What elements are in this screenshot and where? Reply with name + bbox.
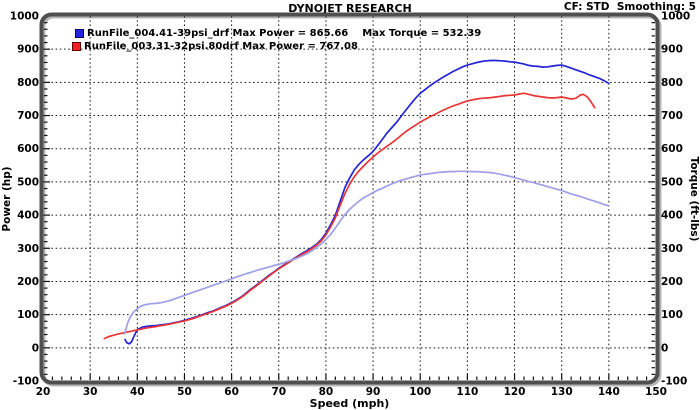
power-tick-label: -100 (13, 376, 39, 388)
x-tick-label: 40 (130, 386, 145, 398)
torque-tick-label: 900 (661, 44, 683, 56)
frame-shadow (41, 14, 662, 387)
torque-axis-label: Torque (ft-lbs) (688, 157, 700, 242)
legend-label-run1-max-torque: Max Torque = 532.39 (362, 27, 482, 39)
torque-tick-label: 400 (661, 210, 683, 222)
power-tick-label: 900 (17, 44, 39, 56)
axis-titles: Power (hp) Torque (ft-lbs) Speed (mph) (1, 157, 700, 410)
speed-axis-label: Speed (mph) (310, 397, 390, 410)
power-tick-label: 400 (17, 210, 39, 222)
torque-tick-label: 300 (661, 243, 683, 255)
curve-power-run2 (103, 92, 596, 340)
x-tick-label: 20 (36, 386, 51, 398)
torque-tick-label: 1000 (661, 11, 690, 23)
x-tick-label: 100 (409, 386, 431, 398)
torque-tick-label: 800 (661, 77, 683, 89)
legend-row-run2[interactable]: RunFile_003.31-32psi.80drf Max Power = 7… (72, 40, 358, 52)
torque-tick-label: 0 (661, 342, 668, 354)
curve-torque-run3 (123, 170, 610, 335)
power-tick-label: 100 (17, 309, 39, 321)
plot-frame (39, 12, 660, 385)
x-tick-label: 60 (224, 386, 239, 398)
legend-row-run1[interactable]: RunFile_004.41-39psi_drf Max Power = 865… (75, 27, 481, 39)
legend-label-run1-max-power: RunFile_004.41-39psi_drf Max Power = 865… (87, 27, 349, 39)
x-tick-label: 120 (504, 386, 526, 398)
power-tick-label: 500 (17, 176, 39, 188)
power-tick-label: 700 (17, 110, 39, 122)
x-tick-label: 130 (551, 386, 573, 398)
axis-tick-labels: 20 30 40 50 60 70 80 90 100 110 120 130 140 150-100 -1… (10, 11, 690, 399)
x-tick-label: 70 (271, 386, 286, 398)
x-tick-label: 140 (598, 386, 620, 398)
chart-title: DYNOJET RESEARCH (288, 2, 412, 15)
x-tick-label: 150 (645, 386, 667, 398)
power-tick-label: 1000 (10, 11, 39, 23)
power-tick-label: 300 (17, 243, 39, 255)
correction-smoothing-readout: CF: STD Smoothing: 5 (563, 1, 696, 13)
x-tick-label: 110 (456, 386, 478, 398)
x-tick-label: 50 (177, 386, 192, 398)
power-tick-label: 200 (17, 276, 39, 288)
torque-tick-label: 200 (661, 276, 683, 288)
legend-label-run2-max-power: RunFile_003.31-32psi.80drf Max Power = 7… (84, 40, 358, 52)
torque-tick-label: 500 (661, 176, 683, 188)
curve-power-run1 (124, 59, 610, 345)
grid-layer (43, 16, 656, 381)
power-axis-label: Power (hp) (1, 166, 13, 231)
x-tick-label: 90 (366, 386, 381, 398)
torque-tick-label: 700 (661, 110, 683, 122)
power-tick-label: 800 (17, 77, 39, 89)
legend-swatch-run1-icon (75, 28, 84, 38)
power-tick-label: 0 (32, 342, 39, 354)
x-tick-label: 80 (319, 386, 334, 398)
torque-tick-label: 600 (661, 143, 683, 155)
torque-tick-label: -100 (661, 376, 687, 388)
tick-marks-layer (42, 15, 657, 382)
legend-swatch-run2-icon (72, 41, 81, 51)
x-tick-label: 30 (83, 386, 98, 398)
torque-tick-label: 100 (661, 309, 683, 321)
power-tick-label: 600 (17, 143, 39, 155)
